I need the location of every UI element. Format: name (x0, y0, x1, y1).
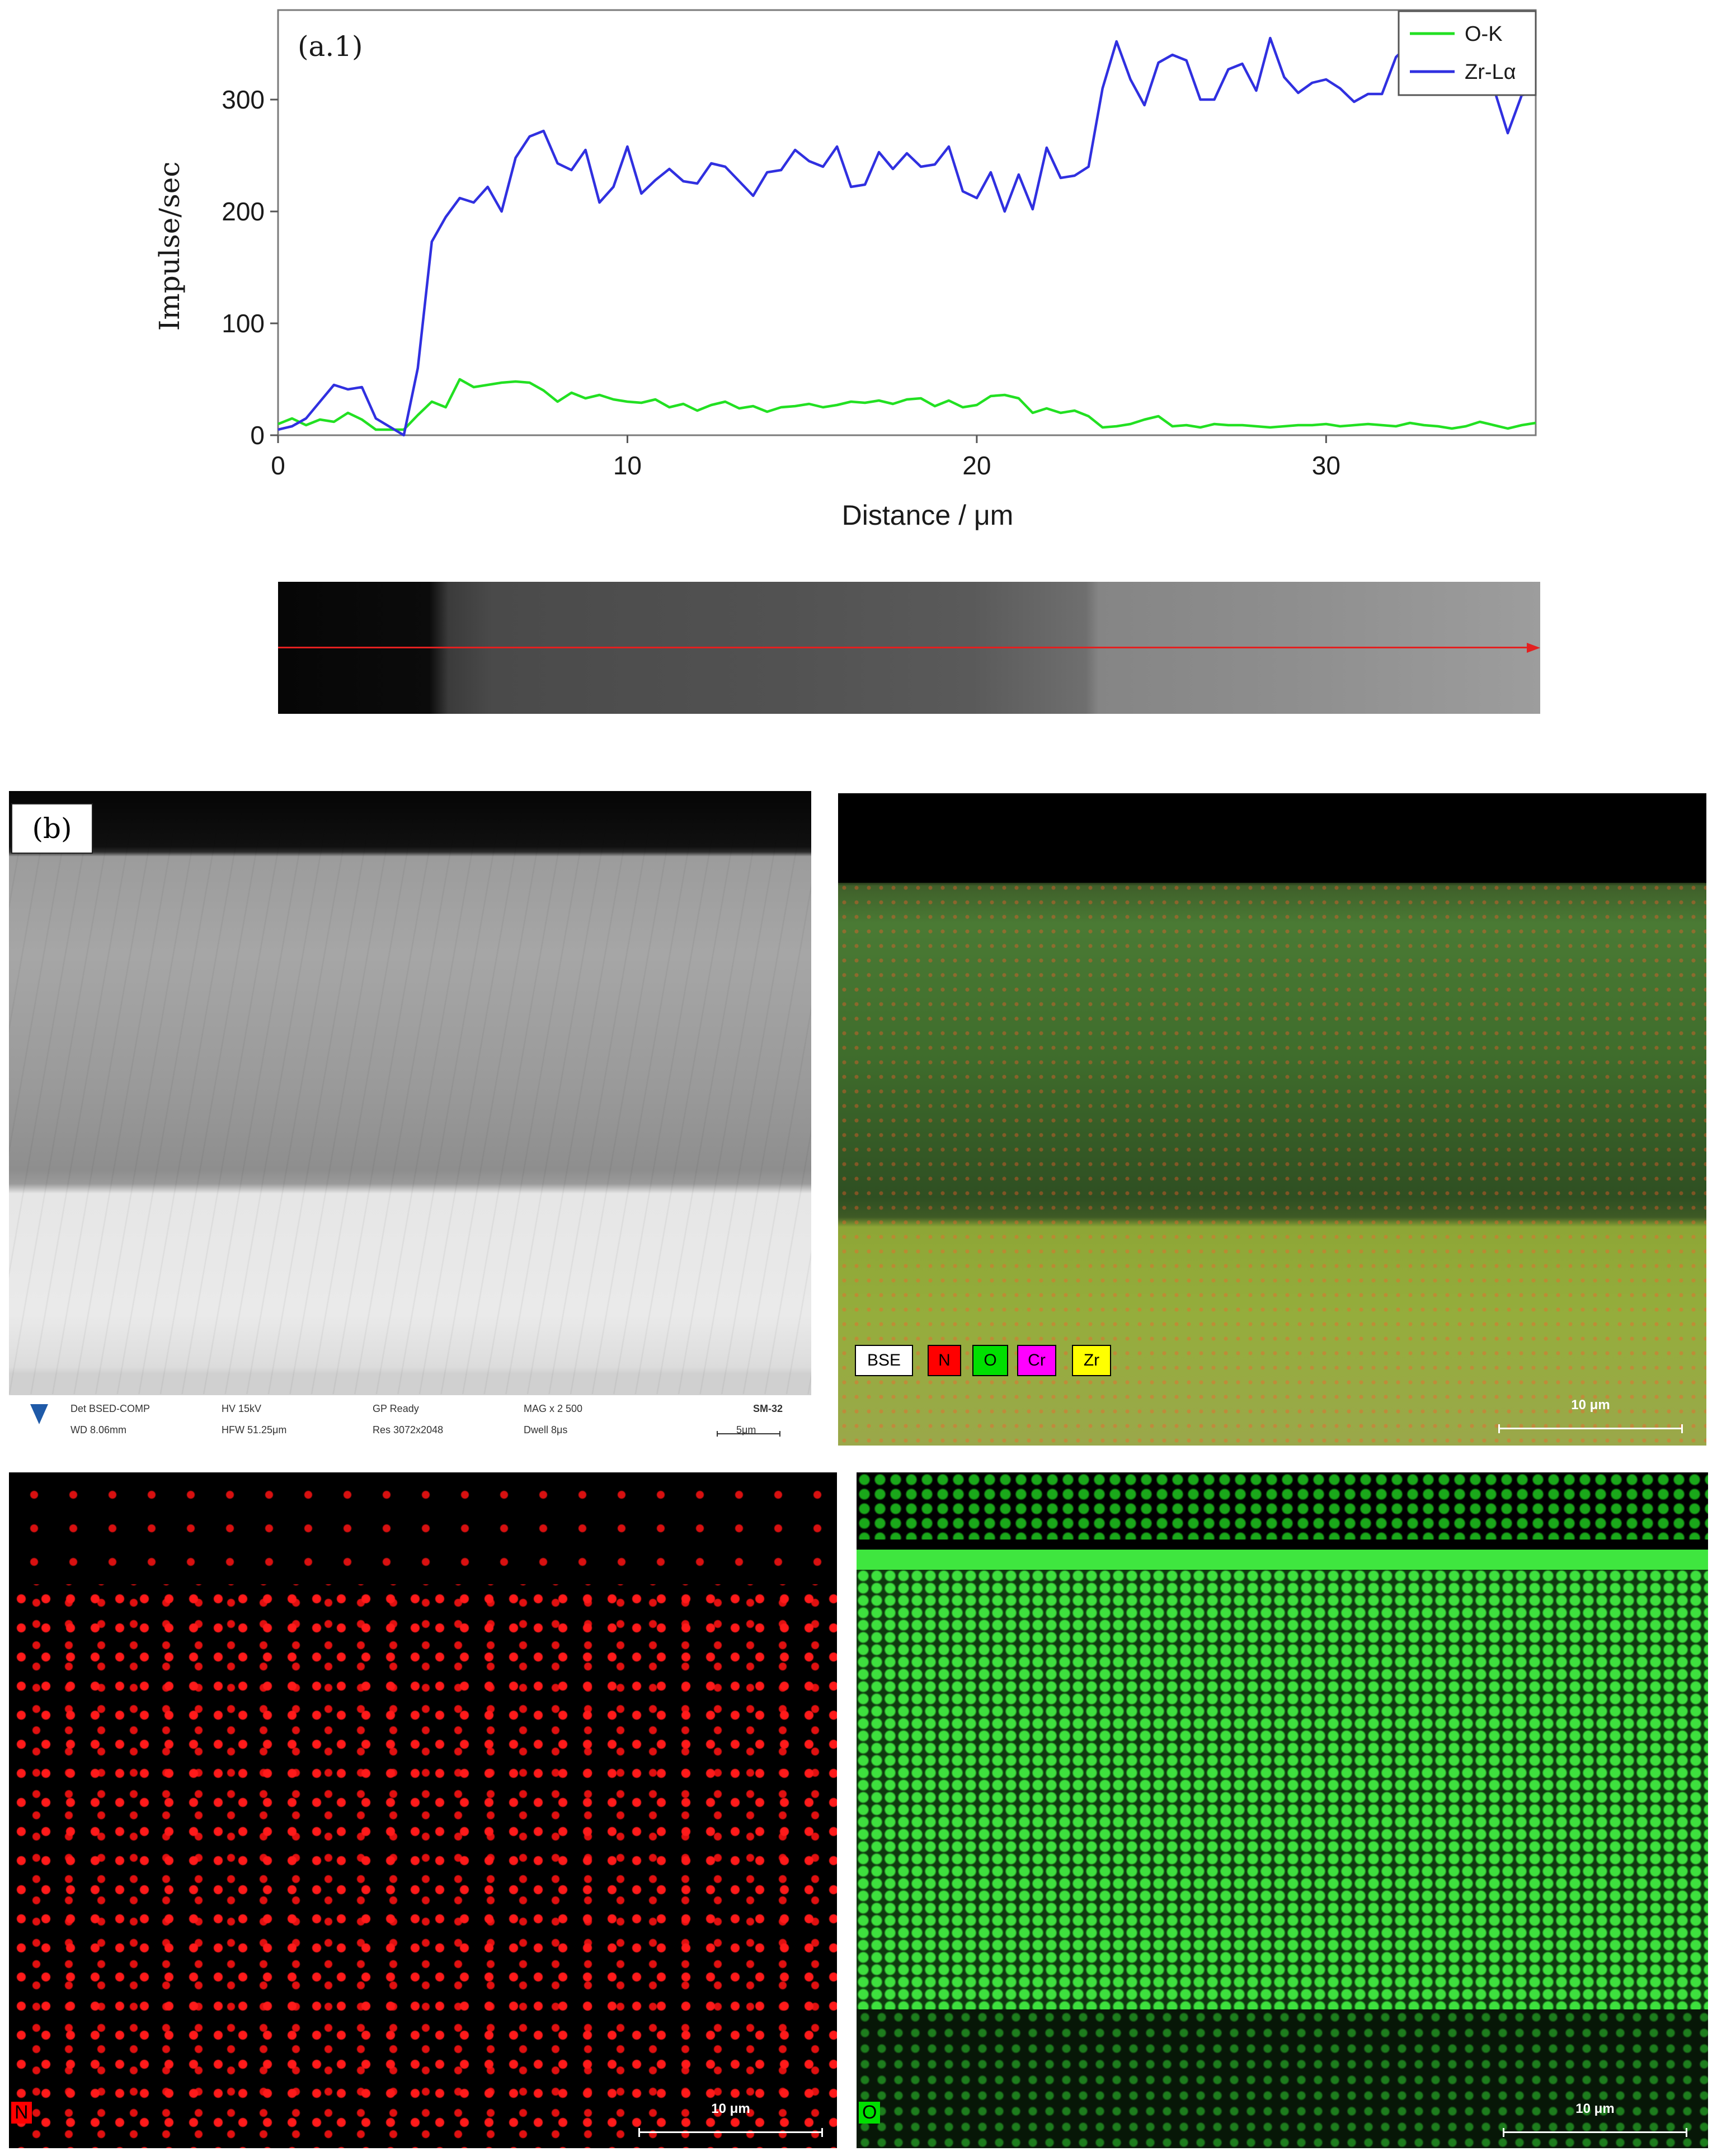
legend-box (1398, 10, 1537, 96)
o-map-scalebar: 10 μm (1503, 2101, 1687, 2137)
databar-gp: GP Ready (373, 1403, 419, 1414)
bse-texture (9, 791, 811, 1446)
legend-entry: O-K (1465, 22, 1503, 46)
panel-b-tag: (b) (11, 803, 93, 854)
linescan-arrowhead (1527, 643, 1540, 653)
legend-entry: Zr-Lα (1465, 60, 1516, 84)
o-map-oxide-layer (857, 1570, 1708, 2009)
chart-panel-tag: (a.1) (298, 30, 363, 63)
legend-chip-bse: BSE (855, 1345, 913, 1376)
x-tick-label: 30 (1312, 451, 1340, 480)
n-map-top-dots (9, 1472, 837, 1584)
o-map-top-band (857, 1472, 1708, 1540)
n-map-scalebar-label: 10 μm (711, 2101, 750, 2116)
n-map-scalebar-line (638, 2128, 823, 2137)
linescan-bse-strip (278, 582, 1540, 714)
n-map-dots (9, 1584, 837, 2148)
series-line-zr-la (277, 36, 1536, 437)
sem-databar: Det BSED-COMP WD 8.06mm HV 15kV HFW 51.2… (9, 1394, 811, 1446)
databar-dwell: Dwell 8μs (524, 1424, 568, 1435)
plot-area-frame (277, 9, 1537, 436)
databar-res: Res 3072x2048 (373, 1424, 444, 1435)
series-line-o-k (277, 378, 1536, 431)
databar-mag: MAG x 2 500 (524, 1403, 583, 1414)
overlay-texture (838, 793, 1706, 1446)
databar-hv: HV 15kV (222, 1403, 262, 1414)
o-map-surface-band (857, 1550, 1708, 1570)
legend-chip-cr: Cr (1017, 1345, 1056, 1376)
n-element-map: N 10 μm (9, 1472, 837, 2148)
legend-chip-o: O (972, 1345, 1008, 1376)
n-map-label: N (11, 2102, 32, 2124)
o-element-map: O 10 μm (857, 1472, 1708, 2148)
detector-icon (30, 1404, 48, 1424)
x-tick-label: 0 (271, 451, 285, 480)
o-map-scalebar-label: 10 μm (1575, 2101, 1615, 2116)
databar-sample: SM-32 (753, 1403, 783, 1414)
x-axis-title: Distance / μm (842, 500, 1014, 531)
y-tick-label: 200 (222, 197, 265, 226)
bse-micrograph: (b) Det BSED-COMP WD 8.06mm HV 15kV HFW … (9, 791, 811, 1446)
databar-scale-bar (717, 1431, 780, 1437)
x-tick-label: 20 (962, 451, 991, 480)
legend-chip-zr: Zr (1072, 1345, 1111, 1376)
y-axis-title: Impulse/sec (153, 162, 186, 331)
databar-hfw: HFW 51.25μm (222, 1424, 287, 1435)
databar-scale-label: 5μm (736, 1424, 756, 1435)
databar-wd: WD 8.06mm (70, 1424, 127, 1435)
y-tick-label: 0 (250, 421, 265, 450)
overlay-scalebar-label: 10 μm (1571, 1397, 1610, 1413)
overlay-scalebar-line (1498, 1424, 1683, 1433)
y-tick-label: 100 (222, 309, 265, 338)
n-map-scalebar: 10 μm (638, 2101, 823, 2137)
x-tick-label: 10 (613, 451, 642, 480)
databar-det: Det BSED-COMP (70, 1403, 150, 1414)
y-tick-label: 300 (222, 85, 265, 114)
linescan-path-line (278, 647, 1529, 648)
legend-chip-n: N (928, 1345, 961, 1376)
eds-overlay-map: 10 μm (838, 793, 1706, 1446)
o-map-label: O (859, 2102, 881, 2124)
o-map-scalebar-line (1503, 2128, 1687, 2137)
o-map-substrate (857, 2009, 1708, 2148)
overlay-void-region (838, 793, 1706, 883)
line-profile-chart: 0 10 20 30 0 100 200 300 O-K Zr-Lα (a.1) Distanc… (0, 0, 1717, 727)
overlay-scalebar: 10 μm (1498, 1397, 1683, 1433)
